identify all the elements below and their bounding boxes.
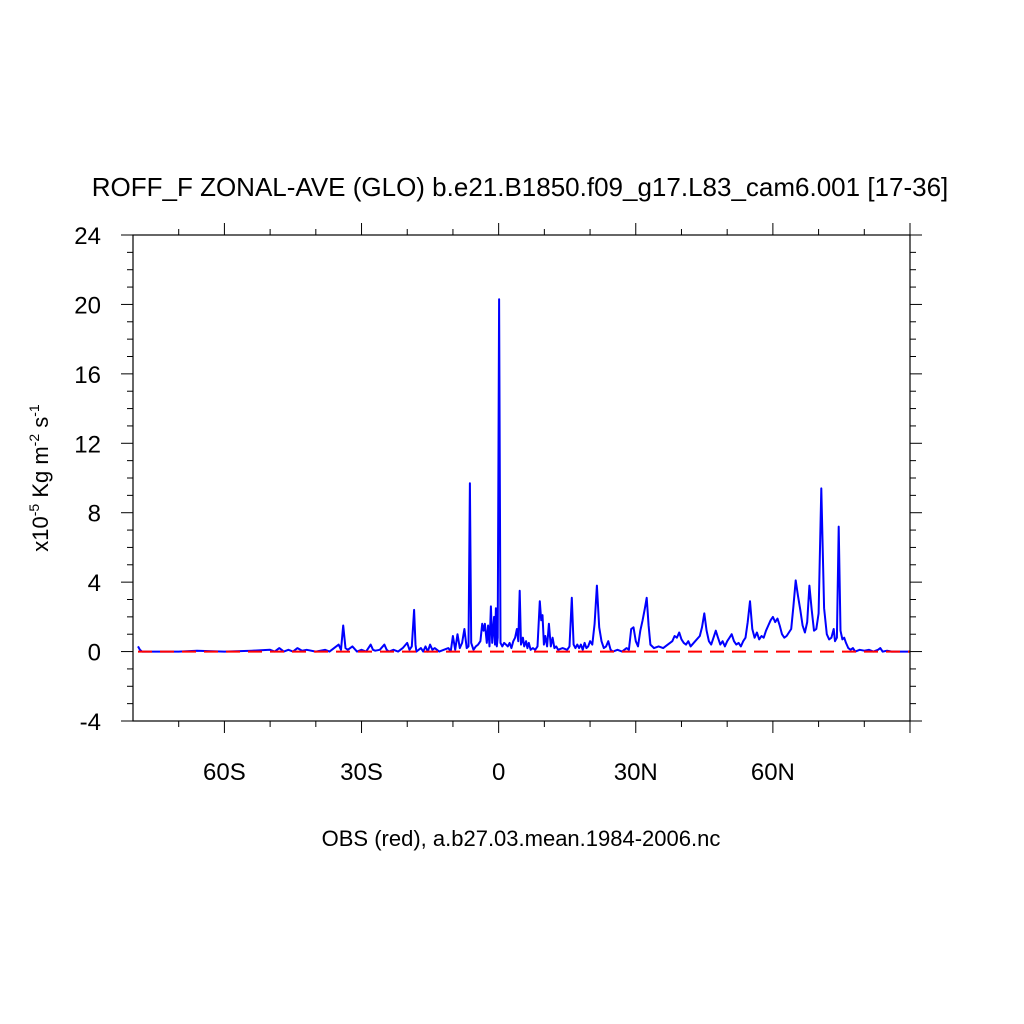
plot-frame	[132, 234, 911, 722]
y-tick-label: 16	[74, 362, 101, 389]
x-tick-label: 30S	[340, 759, 383, 786]
y-tick-label: 8	[88, 501, 101, 528]
y-tick-labels: -4 0 4 8 12 16 20 24	[74, 223, 101, 736]
x-tick-labels: 60S 30S 0 30N 60N	[203, 759, 795, 786]
y-tick-label: 4	[88, 570, 101, 597]
y-tick-label: 24	[74, 223, 101, 250]
y-tick-label: 12	[74, 431, 101, 458]
x-tick-label: 30N	[614, 759, 658, 786]
series-group	[137, 298, 910, 653]
y-axis-label: x10-5 Kg m-2 s-1	[26, 404, 53, 552]
axis-ticks	[121, 223, 922, 733]
x-tick-label: 0	[492, 759, 505, 786]
x-axis-label: OBS (red), a.b27.03.mean.1984-2006.nc	[322, 826, 721, 851]
x-tick-label: 60S	[203, 759, 246, 786]
x-tick-label: 60N	[751, 759, 795, 786]
y-tick-label: -4	[80, 709, 101, 736]
y-tick-label: 0	[88, 640, 101, 667]
y-tick-label: 20	[74, 292, 101, 319]
series-line-model	[137, 298, 910, 653]
chart-title: ROFF_F ZONAL-AVE (GLO) b.e21.B1850.f09_g…	[92, 172, 949, 202]
